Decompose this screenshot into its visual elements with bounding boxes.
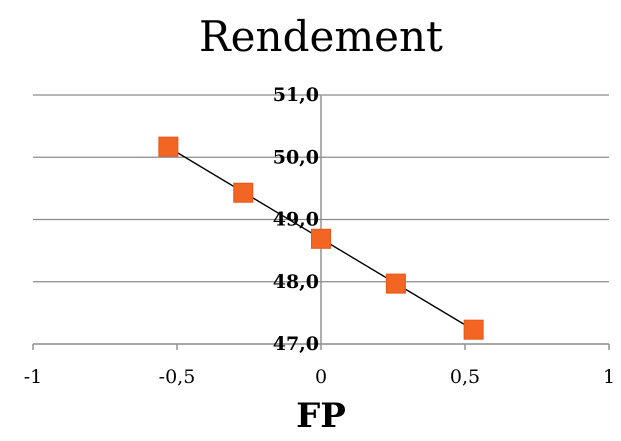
- y-tick-label: 49,0: [273, 209, 319, 231]
- x-tick-label: 0: [315, 366, 327, 388]
- x-tick-label: 1: [603, 366, 615, 388]
- x-tick-label: -1: [24, 366, 43, 388]
- data-point: [233, 182, 254, 203]
- data-point: [311, 228, 331, 249]
- data-point: [158, 136, 179, 157]
- y-tick-label: 50,0: [273, 146, 319, 168]
- y-tick-label: 47,0: [273, 333, 319, 355]
- y-tick-labels: 47,0 48,0 49,0 50,0 51,0: [273, 84, 319, 355]
- y-tick-label: 51,0: [273, 84, 319, 106]
- x-tick-label: 0,5: [450, 366, 480, 388]
- x-axis-label: FP: [296, 396, 346, 436]
- data-point: [463, 319, 484, 340]
- axes: [32, 95, 610, 350]
- x-tick-label: -0,5: [159, 366, 196, 388]
- y-tick-label: 48,0: [273, 271, 319, 293]
- x-tick-labels: -1 -0,5 0 0,5 1: [24, 366, 615, 388]
- data-points: [158, 136, 484, 340]
- data-point: [385, 273, 406, 294]
- chart-title: Rendement: [199, 12, 443, 61]
